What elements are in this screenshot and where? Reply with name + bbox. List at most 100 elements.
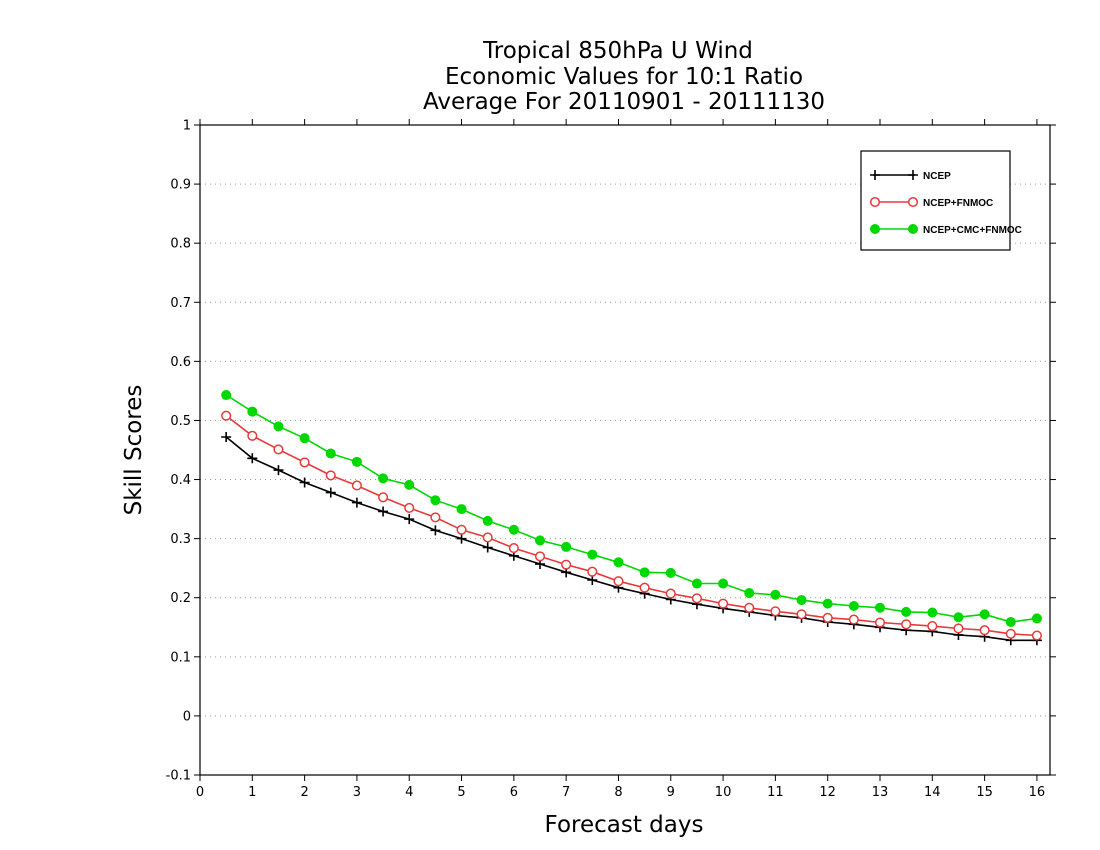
data-point-ncep-fnmoc <box>639 582 650 593</box>
y-axis: -0.1 0 0.1 0.2 0.3 0.4 0.5 0.6 0.7 0.8 0.9 1 <box>166 119 1056 784</box>
data-point-ncep-cmc-fnmoc <box>508 524 519 535</box>
y-tick-label: 0.1 <box>170 650 191 665</box>
series-ncep <box>221 432 1042 646</box>
x-tick-label: 16 <box>1029 785 1046 800</box>
y-tick-label: 0.5 <box>170 414 191 429</box>
data-point-ncep-fnmoc <box>613 576 624 587</box>
data-point-ncep-cmc-fnmoc <box>430 495 441 506</box>
data-point-ncep-cmc-fnmoc <box>848 601 859 611</box>
data-point-ncep-cmc-fnmoc <box>1031 613 1042 624</box>
x-tick-label: 14 <box>924 785 941 800</box>
data-point-ncep <box>378 506 389 517</box>
x-tick-label: 0 <box>196 785 204 800</box>
data-point-ncep-cmc-fnmoc <box>404 479 415 490</box>
data-point-ncep-fnmoc <box>953 623 964 634</box>
data-point-ncep-fnmoc <box>796 609 807 620</box>
data-point-ncep-fnmoc <box>247 430 258 441</box>
x-tick-label: 3 <box>353 785 361 800</box>
chart-title: Tropical 850hPa U Wind Economic Values f… <box>423 38 825 115</box>
y-tick-label: 0.3 <box>170 532 191 547</box>
data-point-ncep-fnmoc <box>351 480 362 491</box>
data-point-ncep-cmc-fnmoc <box>875 602 885 613</box>
data-point-ncep-fnmoc <box>718 598 729 609</box>
data-point-ncep <box>482 542 493 553</box>
data-point-ncep-cmc-fnmoc <box>221 390 232 401</box>
series-ncep-cmc-fnmoc <box>221 390 1042 627</box>
y-tick-label: 0.7 <box>170 296 191 311</box>
data-point-ncep-fnmoc <box>979 625 990 636</box>
x-tick-label: 2 <box>300 785 308 800</box>
legend-marker-ncep-cmc-fnmoc <box>908 224 918 234</box>
data-point-ncep-fnmoc <box>404 502 415 513</box>
data-point-ncep-cmc-fnmoc <box>325 448 336 459</box>
data-point-ncep-fnmoc <box>874 617 886 628</box>
chart-title-line-3: Average For 20110901 - 20111130 <box>423 89 825 115</box>
data-point-ncep-cmc-fnmoc <box>378 473 389 484</box>
data-point-ncep-fnmoc <box>770 606 781 617</box>
data-point-ncep <box>299 477 310 488</box>
data-point-ncep-cmc-fnmoc <box>482 515 493 526</box>
data-point-ncep <box>221 432 232 442</box>
data-point-ncep <box>273 465 284 476</box>
data-point-ncep-fnmoc <box>1031 630 1042 641</box>
data-point-ncep <box>404 514 415 525</box>
plot-frame <box>199 124 1051 776</box>
data-point-ncep-cmc-fnmoc <box>691 578 702 589</box>
series-line-ncep-cmc-fnmoc <box>225 394 1038 623</box>
x-tick-label: 7 <box>562 785 570 800</box>
data-point-ncep-cmc-fnmoc <box>927 607 938 618</box>
data-point-ncep-cmc-fnmoc <box>613 557 624 568</box>
chart-title-line-1: Tropical 850hPa U Wind <box>482 38 753 64</box>
x-tick-label: 9 <box>667 785 675 800</box>
x-tick-label: 11 <box>767 785 784 800</box>
data-point-ncep-cmc-fnmoc <box>561 541 572 552</box>
data-point-ncep-fnmoc <box>508 543 519 554</box>
x-tick-label: 6 <box>510 785 518 800</box>
data-point-ncep-cmc-fnmoc <box>351 456 362 467</box>
data-point-ncep-cmc-fnmoc <box>665 567 676 578</box>
legend-marker-ncep-fnmoc <box>869 196 881 208</box>
y-tick-label: 1 <box>183 119 191 134</box>
data-point-ncep-fnmoc <box>927 621 938 632</box>
data-point-ncep-fnmoc <box>482 532 493 543</box>
legend-box <box>860 150 1011 251</box>
y-tick-label: 0 <box>183 709 191 724</box>
data-point-ncep-fnmoc <box>665 588 676 599</box>
x-tick-label: 15 <box>976 785 993 800</box>
data-point-ncep-cmc-fnmoc <box>718 578 729 589</box>
data-point-ncep-fnmoc <box>430 512 441 523</box>
legend-marker-ncep-fnmoc <box>907 196 919 208</box>
x-tick-label: 5 <box>457 785 465 800</box>
x-tick-label: 8 <box>614 785 622 800</box>
series-ncep-fnmoc <box>221 410 1042 641</box>
data-point-ncep-cmc-fnmoc <box>299 433 310 444</box>
data-point-ncep-cmc-fnmoc <box>535 535 545 546</box>
data-point-ncep-fnmoc <box>299 457 310 468</box>
data-point-ncep-cmc-fnmoc <box>901 606 912 617</box>
data-point-ncep-fnmoc <box>534 551 546 562</box>
x-axis: 0 1 2 3 4 5 6 7 8 9 10 11 12 13 14 15 16 <box>196 119 1045 800</box>
series-line-ncep-fnmoc <box>225 415 1037 637</box>
data-point-ncep-fnmoc <box>561 559 572 570</box>
legend-label-ncep: NCEP <box>923 171 951 182</box>
legend-label-ncep-fnmoc: NCEP+FNMOC <box>923 198 993 209</box>
data-point-ncep-fnmoc <box>221 410 232 421</box>
data-point-ncep <box>430 525 441 536</box>
x-tick-label: 10 <box>715 785 732 800</box>
data-point-ncep-fnmoc <box>273 444 284 455</box>
data-point-ncep-cmc-fnmoc <box>744 588 755 598</box>
y-tick-label: 0.8 <box>170 237 191 252</box>
data-point-ncep-fnmoc <box>822 612 833 623</box>
y-tick-label: 0.4 <box>170 473 191 488</box>
data-point-ncep-fnmoc <box>325 470 336 481</box>
x-tick-label: 4 <box>405 785 413 800</box>
data-point-ncep-cmc-fnmoc <box>456 504 467 515</box>
y-tick-label: 0.2 <box>170 591 191 606</box>
y-axis-label: Skill Scores <box>121 385 147 516</box>
legend: NCEP NCEP+FNMOC NCEP+CMC+FNMOC <box>860 150 1022 251</box>
data-point-ncep-cmc-fnmoc <box>979 609 990 620</box>
data-point-ncep <box>351 497 362 508</box>
legend-marker-ncep <box>908 170 918 180</box>
data-point-ncep-cmc-fnmoc <box>273 421 284 432</box>
